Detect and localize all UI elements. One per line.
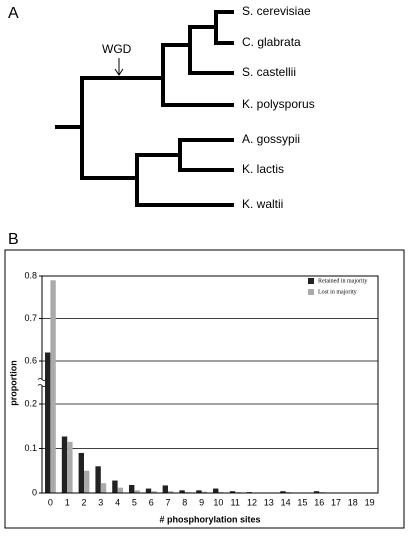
wgd-arrow (115, 58, 123, 75)
leaf-label: K. lactis (242, 162, 284, 176)
x-tick-label: 13 (264, 497, 274, 507)
x-tick-label: 1 (65, 497, 70, 507)
y-axis-label: proportion (8, 360, 18, 406)
legend-swatch (308, 278, 314, 284)
bar (163, 485, 168, 493)
x-tick-label: 16 (314, 497, 324, 507)
panel-label: B (8, 231, 19, 248)
bar (129, 485, 134, 493)
leaf-label: K. polysporus (242, 97, 315, 111)
tree-branches (57, 12, 232, 205)
x-tick-label: 11 (231, 497, 240, 507)
bar (50, 280, 55, 493)
x-tick-label: 7 (165, 497, 170, 507)
x-tick-label: 2 (81, 497, 86, 507)
leaf-label: A. gossypii (242, 132, 300, 146)
x-tick-label: 17 (331, 497, 341, 507)
x-tick-label: 3 (98, 497, 103, 507)
panel-label: A (8, 5, 19, 22)
leaf-label: C. glabrata (242, 35, 301, 49)
x-tick-label: 8 (182, 497, 187, 507)
x-tick-label: 5 (132, 497, 137, 507)
y-tick-label: 0.7 (24, 313, 37, 323)
leaf-label: K. waltii (242, 197, 283, 211)
x-tick-label: 9 (199, 497, 204, 507)
bar (62, 436, 67, 493)
leaf-label: S. castellii (242, 65, 296, 79)
x-tick-label: 6 (149, 497, 154, 507)
x-tick-label: 4 (115, 497, 120, 507)
bar (95, 466, 100, 493)
bar (84, 471, 89, 493)
bar (101, 483, 106, 493)
x-tick-label: 12 (247, 497, 257, 507)
y-tick-label: 0.2 (24, 398, 37, 408)
x-tick-label: 19 (365, 497, 375, 507)
y-tick-label: 0.8 (24, 270, 37, 280)
x-tick-label: 14 (281, 497, 291, 507)
x-tick-label: 0 (48, 497, 53, 507)
x-axis-label: # phosphorylation sites (159, 514, 260, 524)
plot-area (42, 276, 378, 493)
leaf-label: S. cerevisiae (242, 4, 311, 18)
legend-label: Retained in majority (318, 278, 367, 284)
bar (67, 442, 72, 493)
legend-label: Lost in majority (318, 289, 357, 295)
legend-swatch (308, 289, 314, 295)
x-tick-label: 15 (297, 497, 307, 507)
wgd-label: WGD (102, 42, 132, 56)
tree: WGD S. cerevisiae C. glabrata S. castell… (57, 4, 315, 211)
bar (118, 488, 123, 493)
y-tick-label: 0.6 (24, 355, 37, 365)
bar (146, 489, 151, 493)
bar (213, 489, 218, 493)
x-tick-label: 18 (348, 497, 358, 507)
bar (112, 481, 117, 493)
x-tick-label: 10 (213, 497, 223, 507)
y-tick-label: 0 (32, 487, 37, 497)
bar (79, 453, 84, 493)
bar (45, 353, 50, 494)
y-tick-label: 0.1 (24, 443, 37, 453)
